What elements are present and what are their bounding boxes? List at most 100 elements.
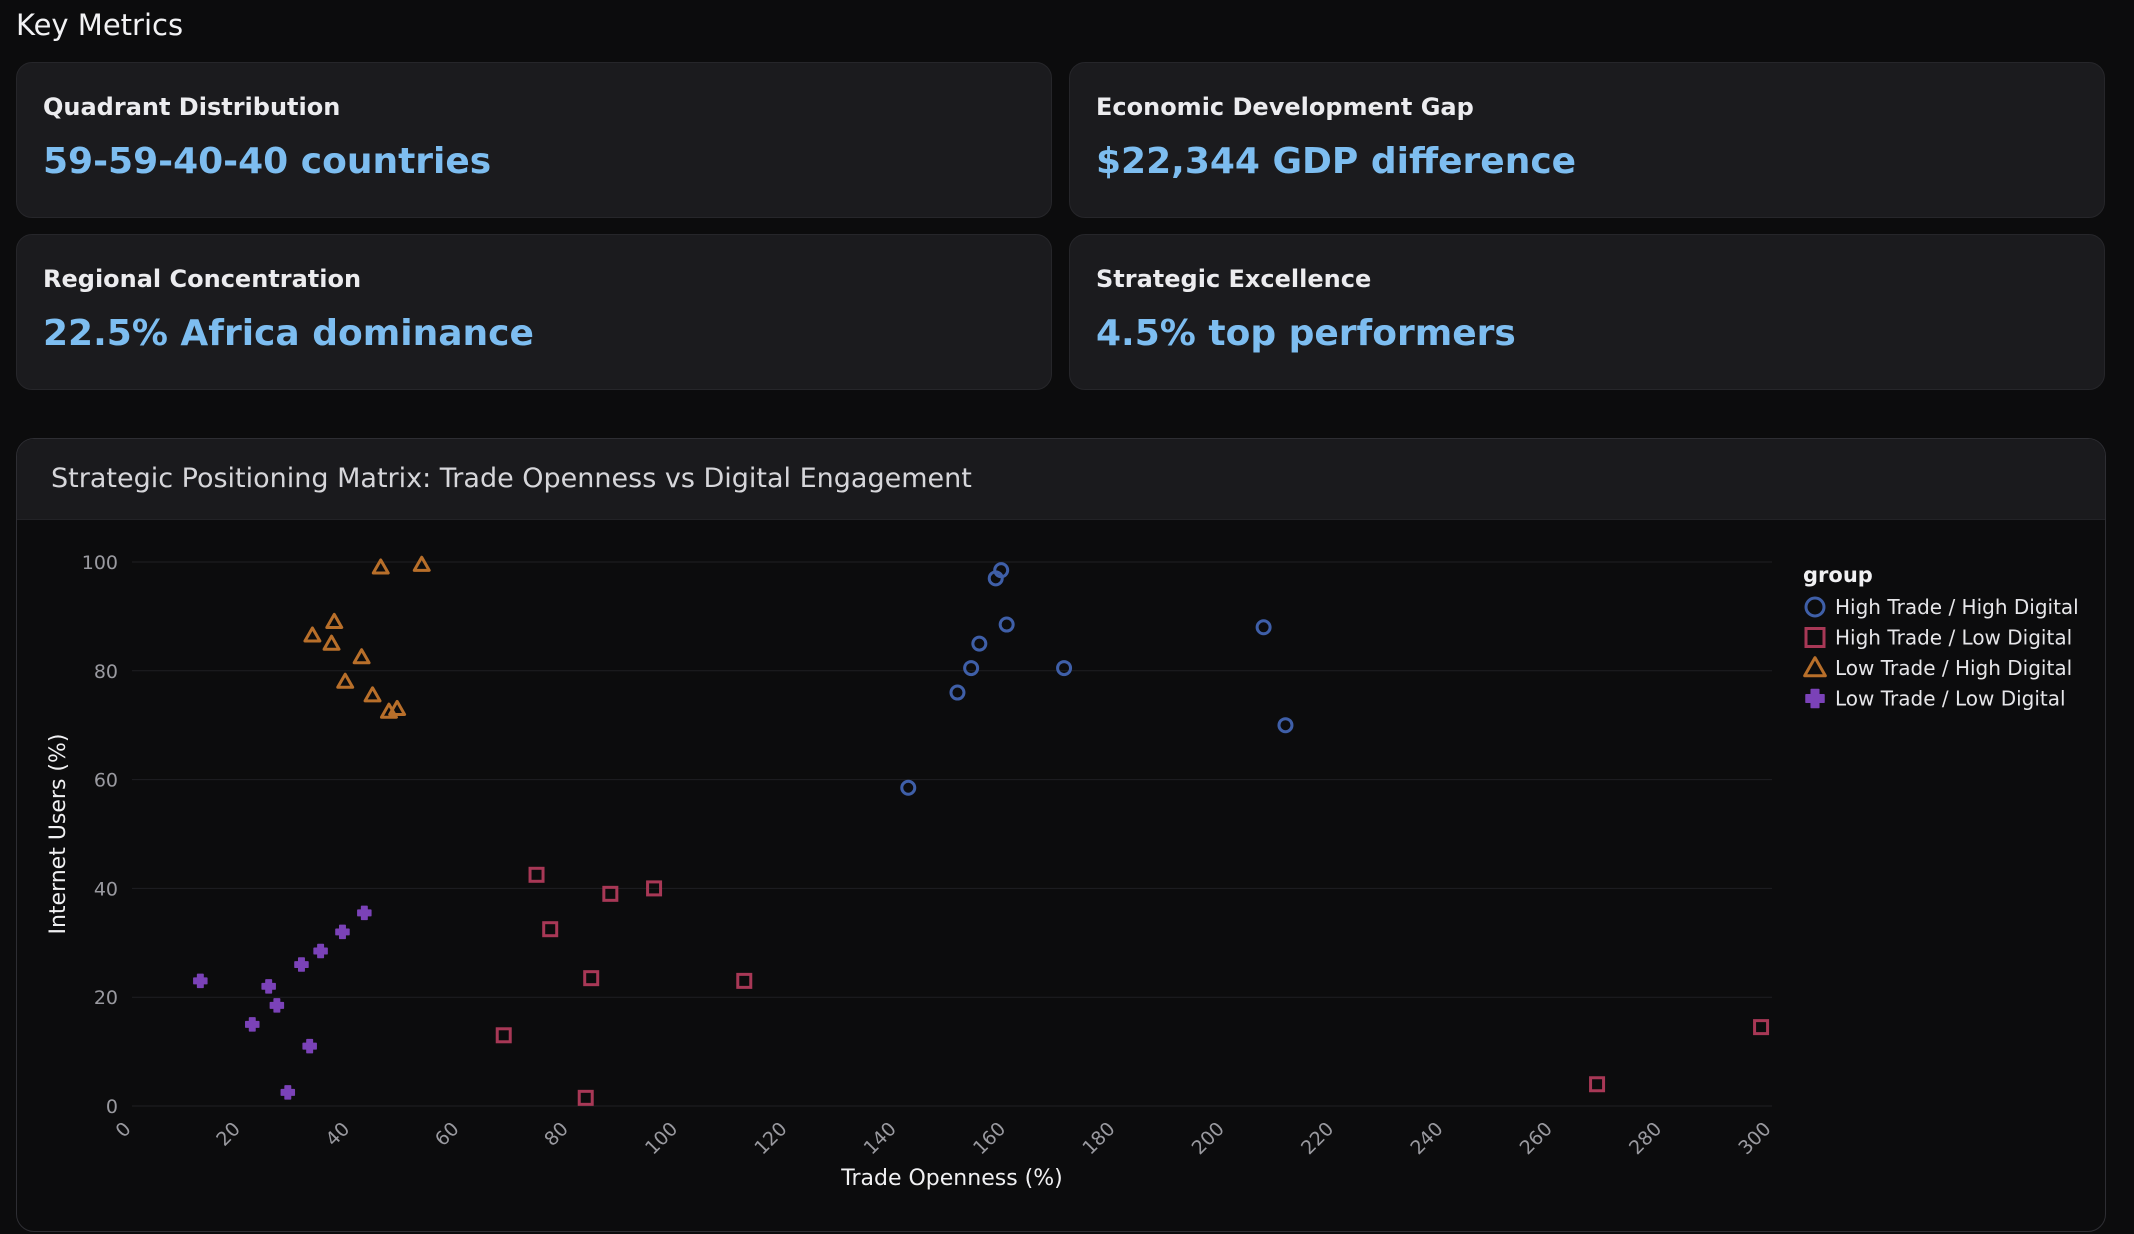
data-point [1056, 660, 1073, 677]
x-tick-label: 240 [1406, 1118, 1447, 1159]
data-point [963, 660, 980, 677]
legend-label: High Trade / High Digital [1835, 595, 2079, 619]
data-point [371, 558, 390, 575]
x-axis-label: Trade Openness (%) [840, 1166, 1062, 1191]
data-point [1589, 1076, 1606, 1093]
data-point [261, 979, 276, 994]
legend-item[interactable]: Low Trade / High Digital [1803, 656, 2072, 680]
section-title: Key Metrics [16, 8, 184, 42]
data-point [528, 866, 545, 883]
chart-header: Strategic Positioning Matrix: Trade Open… [17, 439, 2105, 520]
metric-label: Quadrant Distribution [43, 93, 341, 121]
x-tick-label: 260 [1516, 1118, 1557, 1159]
x-tick-label: 220 [1297, 1118, 1338, 1159]
legend[interactable]: group High Trade / High Digital High Trad… [1803, 563, 2079, 711]
scatter-plot[interactable]: 0 20 40 60 80 100 0 20 40 60 80 100 120 140 160 180 200… [17, 439, 2106, 1232]
x-tick-label: 140 [860, 1118, 901, 1159]
data-point [993, 562, 1010, 579]
y-axis-label: Internet Users (%) [46, 733, 71, 934]
data-point [646, 880, 663, 897]
data-point [495, 1027, 512, 1044]
grid-layer [132, 561, 1772, 1107]
data-point [1255, 619, 1272, 636]
x-tick-label: 20 [212, 1118, 245, 1151]
data-point [971, 635, 988, 652]
chart-title: Strategic Positioning Matrix: Trade Open… [51, 463, 972, 494]
metric-label: Strategic Excellence [1096, 265, 1372, 293]
y-tick-label: 100 [82, 552, 118, 574]
y-ticks: 0 20 40 60 80 100 [82, 552, 118, 1118]
x-tick-label: 200 [1188, 1118, 1229, 1159]
data-point [949, 684, 966, 701]
legend-swatch-triangle [1803, 656, 1827, 678]
series-square [495, 866, 1770, 1106]
data-point [583, 970, 600, 987]
legend-item[interactable]: Low Trade / Low Digital [1805, 687, 2066, 711]
metric-label: Economic Development Gap [1096, 93, 1474, 121]
data-point [322, 634, 341, 651]
x-ticks: 0 20 40 60 80 100 120 140 160 180 200 220 240 260 280 3… [111, 1118, 1775, 1159]
x-tick-label: 0 [111, 1118, 135, 1142]
series-triangle [303, 555, 431, 719]
data-point [388, 699, 407, 716]
x-tick-label: 60 [431, 1118, 464, 1151]
series-circle [900, 562, 1294, 796]
data-point [1753, 1019, 1770, 1036]
data-point [335, 924, 350, 940]
x-tick-label: 160 [969, 1118, 1010, 1159]
legend-swatch-square [1804, 627, 1826, 648]
legend-label: High Trade / Low Digital [1835, 626, 2072, 650]
legend-label: Low Trade / High Digital [1835, 656, 2072, 680]
data-point [900, 779, 917, 796]
data-point [998, 616, 1015, 633]
chart-panel: Strategic Positioning Matrix: Trade Open… [16, 438, 2106, 1232]
y-tick-label: 0 [106, 1096, 118, 1118]
y-tick-label: 80 [94, 661, 118, 683]
x-tick-label: 280 [1625, 1118, 1666, 1159]
x-tick-label: 300 [1734, 1118, 1775, 1159]
y-tick-label: 60 [94, 770, 118, 792]
data-point [363, 686, 382, 703]
data-point [352, 648, 371, 665]
legend-label: Low Trade / Low Digital [1835, 687, 2066, 711]
legend-title: group [1803, 563, 1873, 587]
data-point [303, 626, 322, 643]
legend-swatch-cross [1805, 688, 1825, 709]
data-point [602, 885, 619, 902]
metric-value: 59-59-40-40 countries [43, 141, 492, 182]
data-point [336, 672, 355, 689]
metric-label: Regional Concentration [43, 265, 362, 293]
data-point [313, 943, 328, 959]
data-point [193, 973, 208, 989]
data-point [1277, 717, 1294, 734]
y-tick-label: 20 [94, 987, 118, 1009]
x-tick-label: 100 [641, 1118, 682, 1159]
data-point [245, 1017, 260, 1032]
data-point [325, 612, 344, 629]
x-tick-label: 40 [322, 1118, 355, 1151]
data-point [294, 957, 309, 972]
legend-swatch-circle [1804, 596, 1826, 618]
x-tick-label: 120 [750, 1118, 791, 1159]
legend-item[interactable]: High Trade / Low Digital [1804, 626, 2072, 650]
data-point [269, 998, 285, 1013]
metric-card-strategic-excellence: Strategic Excellence 4.5% top performers [1069, 234, 2105, 390]
y-tick-label: 40 [94, 878, 118, 900]
series-cross [193, 905, 372, 1100]
data-point [357, 905, 372, 921]
metric-card-economic-gap: Economic Development Gap $22,344 GDP dif… [1069, 62, 2105, 218]
metric-card-quadrant-distribution: Quadrant Distribution 59-59-40-40 countr… [16, 62, 1052, 218]
metric-value: 22.5% Africa dominance [43, 313, 534, 354]
x-tick-label: 180 [1078, 1118, 1119, 1159]
data-point [577, 1089, 594, 1106]
data-point [280, 1085, 296, 1100]
metric-card-regional-concentration: Regional Concentration 22.5% Africa domi… [16, 234, 1052, 390]
data-point [412, 555, 431, 572]
x-tick-label: 80 [540, 1118, 573, 1151]
data-point [302, 1038, 317, 1054]
legend-item[interactable]: High Trade / High Digital [1804, 595, 2079, 619]
data-point [542, 921, 559, 938]
metric-value: $22,344 GDP difference [1096, 141, 1577, 182]
metric-value: 4.5% top performers [1096, 313, 1516, 354]
data-point [736, 972, 753, 989]
